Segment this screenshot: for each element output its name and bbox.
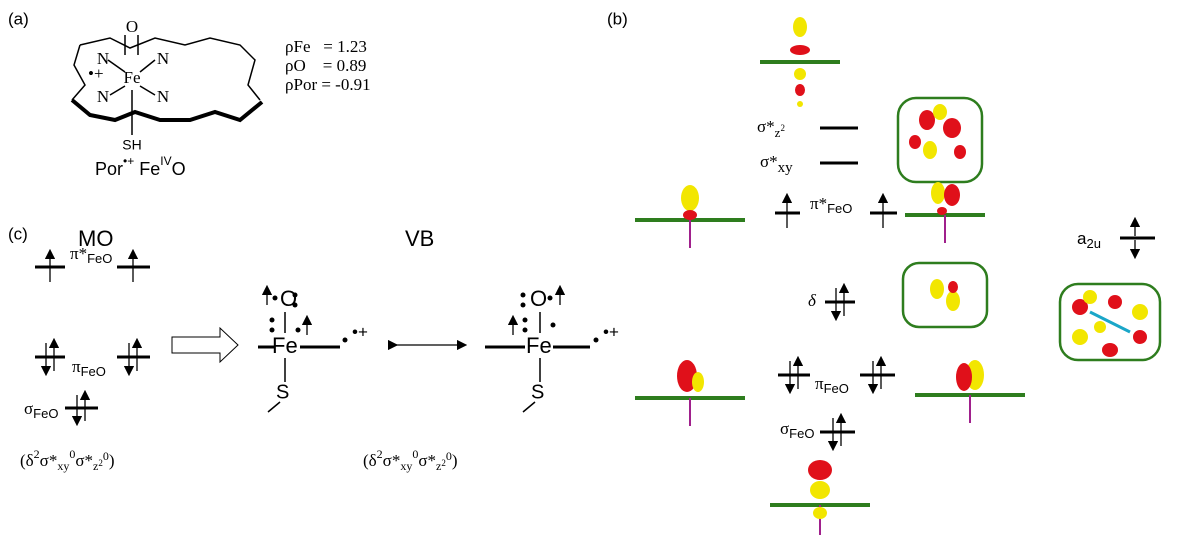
level-label: σ*xy <box>760 152 793 177</box>
atom: SH <box>122 137 141 153</box>
panel-label: (a) <box>8 9 29 28</box>
spin-density: ρPor = -0.91 <box>285 75 371 94</box>
mo-diagram <box>35 248 150 427</box>
energy-levels <box>775 126 1155 452</box>
level-label: δ <box>808 291 817 310</box>
atom: Fe <box>272 333 298 358</box>
atom: O <box>280 286 297 311</box>
atom: O <box>530 286 547 311</box>
species-label: Por•+ FeIVO <box>95 154 186 179</box>
mo-title: MO <box>78 226 113 251</box>
radical: •+ <box>88 64 104 83</box>
level-label: σ*z2 <box>757 117 785 140</box>
radical: •+ <box>603 322 619 341</box>
atom: O <box>126 17 138 36</box>
spin-density: ρO = 0.89 <box>285 56 366 75</box>
level-label: πFeO <box>72 357 106 380</box>
atom: S <box>531 381 544 403</box>
hollow-arrow <box>171 326 239 364</box>
atom: Fe <box>526 333 552 358</box>
orbital-images <box>635 17 1162 535</box>
configuration: (δ2σ*xy0σ*z20) <box>20 447 115 473</box>
atom: N <box>97 87 109 106</box>
vb-title: VB <box>405 226 434 251</box>
panel-label: (b) <box>607 9 628 28</box>
panel-label: (c) <box>8 224 28 243</box>
atom: N <box>157 87 169 106</box>
atom: Fe <box>124 68 141 87</box>
porphyrin-structure: O Fe N N N N •+ SH <box>70 17 264 153</box>
level-label: σFeO <box>24 399 58 422</box>
vb-structure: O Fe S •+ <box>258 284 368 413</box>
level-label: π*FeO <box>70 244 112 267</box>
spin-density: ρFe = 1.23 <box>285 37 367 56</box>
level-label: πFeO <box>815 374 849 397</box>
radical: •+ <box>352 322 368 341</box>
atom: S <box>276 381 289 403</box>
level-label: σFeO <box>780 419 814 442</box>
configuration: (δ2σ*xy0σ*z20) <box>363 447 458 473</box>
vb-structure: O Fe S •+ <box>485 284 619 413</box>
atom: N <box>157 49 169 68</box>
atom: N <box>97 49 109 68</box>
level-label: a2u <box>1077 229 1101 251</box>
level-label: π*FeO <box>810 194 852 217</box>
